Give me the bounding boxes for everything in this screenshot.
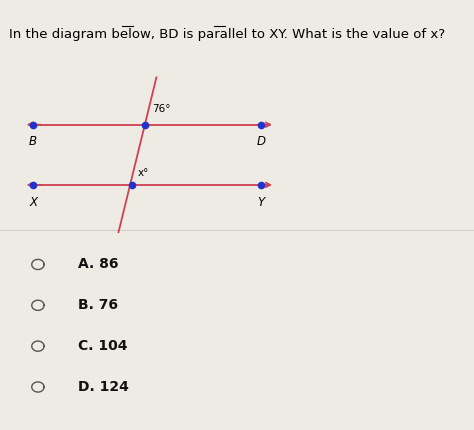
Text: C. 104: C. 104 — [78, 339, 128, 353]
Text: 76°: 76° — [152, 104, 170, 114]
Text: x°: x° — [137, 169, 149, 178]
Text: B: B — [29, 135, 37, 148]
Text: D: D — [256, 135, 265, 148]
Text: Y: Y — [257, 196, 264, 209]
Text: B. 76: B. 76 — [78, 298, 118, 312]
Text: In the diagram below, BD is parallel to XY. What is the value of x?: In the diagram below, BD is parallel to … — [9, 28, 446, 41]
Text: D. 124: D. 124 — [78, 380, 129, 394]
Text: X: X — [29, 196, 37, 209]
Text: A. 86: A. 86 — [78, 258, 118, 271]
